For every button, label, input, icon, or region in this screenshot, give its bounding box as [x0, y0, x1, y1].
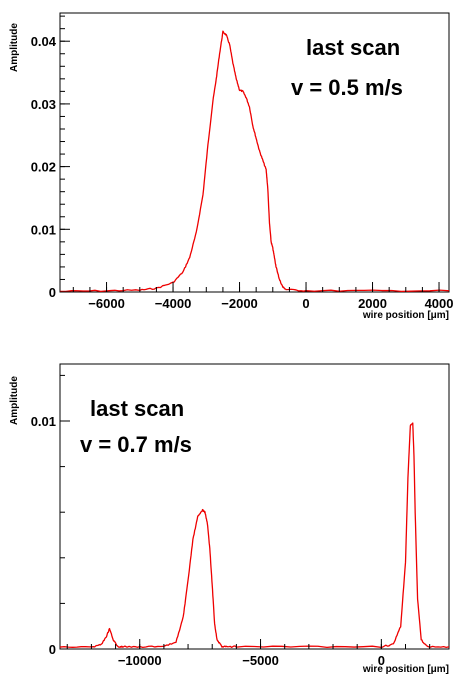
top-x-tick-label: 2000 [358, 296, 387, 311]
top-y-tick-label: 0.03 [31, 97, 56, 112]
top-plot-data [59, 30, 450, 293]
top-x-tick-label: 4000 [425, 296, 454, 311]
top-y-tick-label: 0.02 [31, 160, 56, 175]
top-x-tick-label: −4000 [155, 296, 192, 311]
top-series-line [59, 30, 450, 293]
bottom-plot-frame [59, 363, 450, 650]
top-y-tick-label: 0 [49, 285, 56, 300]
bottom-annotation-line-2: v = 0.7 m/s [80, 432, 192, 457]
bottom-chart-panel: −10000 −5000 0 0 0.01 wire position [μm] Amp… [9, 363, 450, 675]
bottom-axes: −10000 −5000 0 0 0.01 [31, 374, 431, 668]
top-x-tick-label: −2000 [221, 296, 258, 311]
bottom-x-tick-label: 0 [378, 653, 385, 668]
top-chart-panel: −6000 −4000 −2000 0 2000 4000 0 0.01 0.02 0.03 0.0… [9, 12, 454, 321]
top-annotation-line-2: v = 0.5 m/s [291, 75, 403, 100]
top-x-axis-title: wire position [μm] [362, 310, 449, 321]
bottom-x-tick-label: −5000 [242, 653, 279, 668]
bottom-x-tick-label: −10000 [118, 653, 162, 668]
bottom-plot-data [59, 422, 450, 649]
top-y-axis-title: Amplitude [9, 23, 20, 72]
top-y-tick-label: 0.01 [31, 222, 56, 237]
bottom-x-axis-title: wire position [μm] [362, 664, 449, 675]
top-y-tick-label: 0.04 [31, 34, 57, 49]
top-x-tick-label: −6000 [88, 296, 125, 311]
bottom-y-tick-label: 0.01 [31, 414, 56, 429]
top-axes: −6000 −4000 −2000 0 2000 4000 0 0.01 0.02 0.03 0.0… [31, 15, 454, 311]
bottom-y-axis-title: Amplitude [9, 376, 20, 425]
top-x-tick-label: 0 [302, 296, 309, 311]
bottom-y-tick-label: 0 [49, 642, 56, 657]
top-annotation-line-1: last scan [306, 35, 400, 60]
bottom-annotation-line-1: last scan [90, 396, 184, 421]
bottom-series-line [59, 422, 450, 649]
top-plot-frame [59, 12, 450, 293]
